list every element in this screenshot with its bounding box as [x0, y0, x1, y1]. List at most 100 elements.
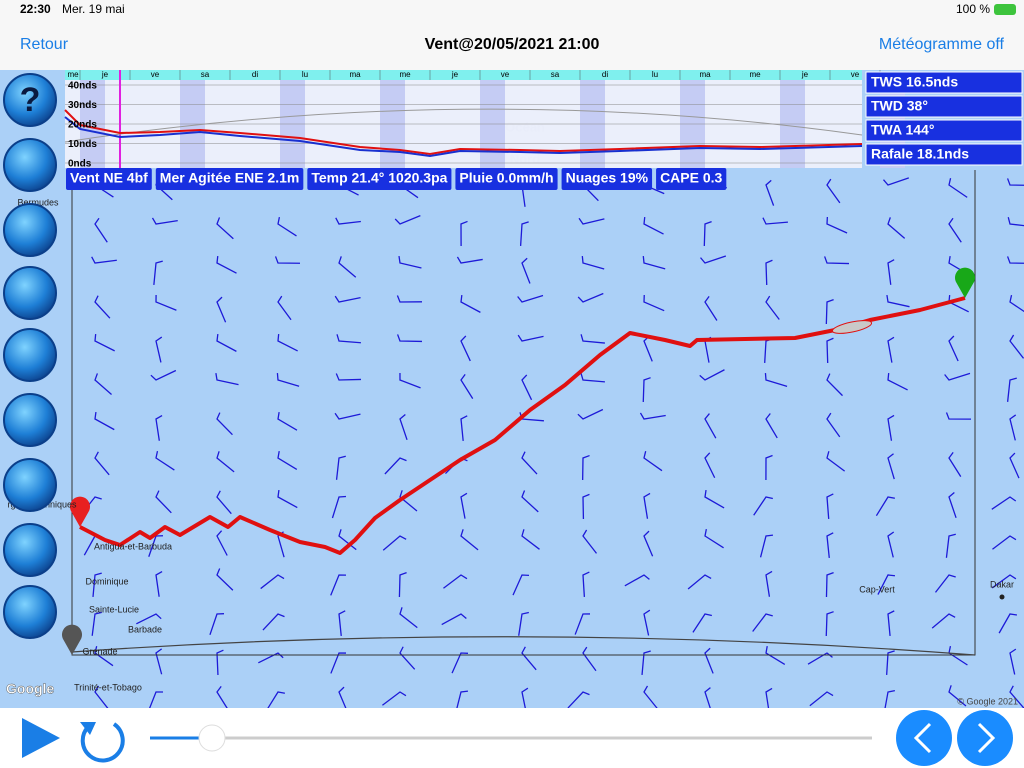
- wind-arrow: [826, 412, 841, 438]
- wind-arrow: [94, 217, 108, 243]
- wind-arrow: [578, 217, 605, 225]
- prev-button[interactable]: [896, 710, 952, 766]
- end-pin[interactable]: [955, 267, 976, 298]
- wind-arrow: [764, 372, 788, 387]
- condition-text: Vent NE 4bf: [70, 170, 148, 186]
- zone-border: [71, 170, 976, 656]
- wind-arrow: [277, 411, 298, 431]
- wind-arrow: [700, 255, 727, 264]
- wind-arrow: [643, 685, 659, 710]
- day-label: di: [602, 70, 608, 79]
- wind-arrow: [807, 652, 833, 665]
- wind-arrow: [521, 646, 537, 671]
- wind-arrow: [826, 451, 846, 472]
- status-time: 22:30: [20, 2, 51, 16]
- wind-arrow: [580, 373, 605, 383]
- wind-arrow: [155, 648, 163, 675]
- day-label: ve: [501, 70, 510, 79]
- wind-arrow: [765, 687, 773, 714]
- y-label: 30nds: [68, 100, 97, 111]
- meteo-curve-gray: [64, 108, 863, 143]
- wind-arrow: [335, 217, 361, 225]
- wind-arrow: [1006, 256, 1024, 264]
- wind-arrow: [258, 652, 284, 664]
- wind-arrow: [948, 492, 957, 519]
- tool-button[interactable]: [3, 585, 57, 639]
- map-label: Dominique: [85, 576, 128, 586]
- start-pin[interactable]: [70, 496, 90, 527]
- y-label: 40nds: [68, 81, 97, 92]
- route: [79, 296, 966, 555]
- map-label: Barbade: [128, 624, 162, 634]
- wind-arrow: [887, 414, 895, 441]
- wind-arrow: [1009, 648, 1017, 675]
- wind-arrow: [998, 613, 1018, 634]
- wind-arrow: [704, 687, 713, 714]
- wind-arrow: [136, 613, 162, 625]
- tool-button[interactable]: [3, 393, 57, 447]
- wind-arrow: [934, 574, 956, 593]
- wind-arrow: [643, 492, 651, 519]
- city-dot: [999, 594, 1005, 600]
- wind-arrow: [215, 372, 239, 386]
- y-label: 10nds: [68, 139, 97, 150]
- back-button[interactable]: Retour: [20, 36, 69, 53]
- tool-button[interactable]: [3, 523, 57, 577]
- y-label: 20nds: [68, 120, 97, 131]
- wind-arrow: [580, 334, 605, 344]
- wind-arrow: [399, 646, 416, 670]
- wind-arrow: [887, 217, 906, 239]
- info-text: TWS 16.5nds: [871, 74, 958, 90]
- wind-arrow: [1009, 334, 1024, 359]
- wind-arrow: [703, 221, 712, 247]
- day-label: je: [451, 70, 459, 79]
- wind-arrow: [94, 333, 115, 352]
- wind-arrow: [765, 259, 773, 286]
- replay-button[interactable]: [80, 722, 125, 763]
- wind-arrow: [931, 613, 956, 629]
- isochrone: [71, 636, 976, 656]
- wind-arrow: [826, 216, 848, 234]
- wind-arrow: [826, 373, 843, 397]
- wind-arrow: [153, 260, 163, 285]
- google-logo: Google: [6, 681, 54, 697]
- wind-arrow: [824, 256, 850, 265]
- condition-text: Nuages 19%: [566, 170, 649, 186]
- wind-arrow: [460, 529, 479, 551]
- day-strip: [65, 70, 862, 80]
- meteogram-toggle[interactable]: Météogramme off: [879, 36, 1005, 53]
- nav-title: Vent@20/05/2021 21:00: [425, 36, 600, 53]
- day-label: je: [101, 70, 109, 79]
- status-battery: 100 %: [956, 2, 990, 16]
- copyright: © Google 2021: [957, 696, 1018, 706]
- map-label: Bermudes: [17, 197, 59, 207]
- tool-button[interactable]: [3, 73, 57, 127]
- battery-icon: [994, 4, 1016, 15]
- wind-arrow: [882, 177, 910, 186]
- wind-arrow: [1006, 377, 1017, 402]
- wind-arrow: [92, 572, 102, 597]
- wind-arrow: [94, 411, 115, 431]
- wind-arrow: [825, 572, 834, 598]
- next-button[interactable]: [957, 710, 1013, 766]
- wind-arrow: [521, 257, 531, 284]
- tool-button[interactable]: [3, 328, 57, 382]
- tool-button[interactable]: [3, 266, 57, 320]
- play-button[interactable]: [22, 718, 60, 758]
- slider-knob[interactable]: [198, 724, 226, 752]
- tool-button[interactable]: [3, 458, 57, 512]
- condition-text: Pluie 0.0mm/h: [459, 170, 553, 186]
- wind-arrow: [1009, 414, 1017, 441]
- tool-button[interactable]: [3, 203, 57, 257]
- wind-arrow: [260, 574, 285, 590]
- gray-pin[interactable]: [61, 624, 82, 655]
- wind-arrow: [759, 534, 774, 558]
- wind-arrow: [155, 336, 163, 363]
- info-text: TWD 38°: [871, 98, 928, 114]
- wind-arrow: [948, 217, 962, 243]
- wind-arrow: [765, 454, 773, 481]
- tool-button[interactable]: [3, 138, 57, 192]
- wind-arrow: [887, 531, 895, 558]
- wind-arrow: [581, 255, 605, 270]
